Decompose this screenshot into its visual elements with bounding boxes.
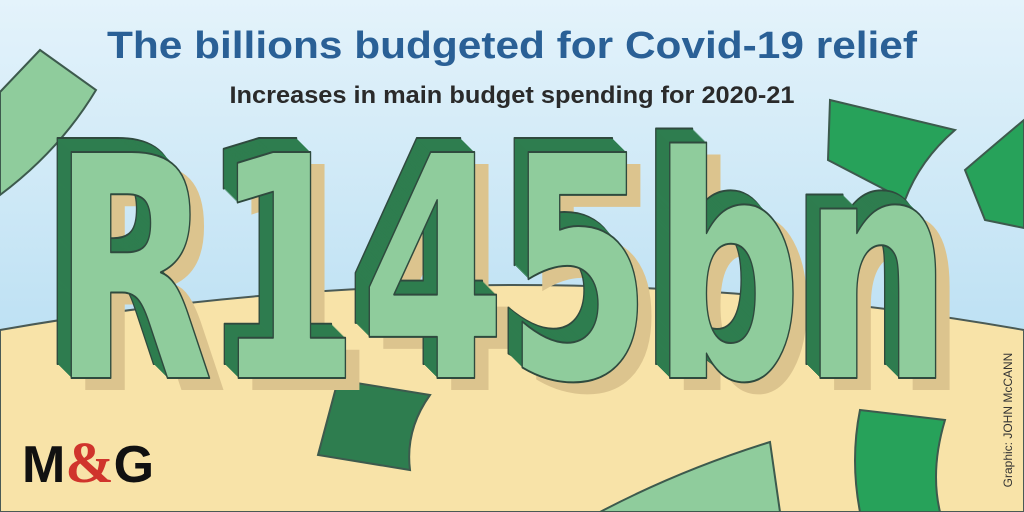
amount-extrusion: R145bn — [46, 85, 946, 446]
note — [0, 48, 98, 197]
credit: Graphic: JOHN McCANN — [1001, 353, 1015, 488]
amount-extrusion: R145bn — [49, 88, 949, 449]
amount: R145bn — [52, 91, 952, 452]
amount-extrusion: R145bn — [48, 87, 948, 448]
amount-extrusion: R145bn — [41, 80, 941, 441]
note — [854, 408, 947, 512]
amount-shadow: R145bn — [66, 103, 966, 464]
logo-g: G — [114, 436, 154, 494]
logo-m: M — [22, 436, 65, 494]
note — [963, 118, 1024, 230]
amount-extrusion: R145bn — [39, 78, 939, 439]
logo-amp: & — [65, 430, 113, 495]
amount-extrusion: R145bn — [51, 90, 951, 451]
note — [826, 98, 958, 202]
logo: M&G — [22, 430, 154, 495]
note — [316, 378, 432, 472]
amount-extrusion: R145bn — [50, 89, 950, 450]
amount-extrusion: R145bn — [42, 81, 942, 442]
amount-extrusion: R145bn — [44, 83, 944, 444]
amount-extrusion: R145bn — [40, 79, 940, 440]
amount-group: R145bnR145bnR145bnR145bnR145bnR145bnR145… — [37, 76, 966, 464]
amount-extrusion: R145bn — [43, 82, 943, 443]
subtitle: Increases in main budget spending for 20… — [230, 82, 795, 109]
amount-extrusion: R145bn — [45, 84, 945, 445]
amount-extrusion: R145bn — [38, 77, 938, 438]
title: The billions budgeted for Covid-19 relie… — [107, 25, 917, 67]
amount-extrusion: R145bn — [47, 86, 947, 447]
confetti — [0, 48, 1024, 512]
note — [599, 440, 782, 512]
